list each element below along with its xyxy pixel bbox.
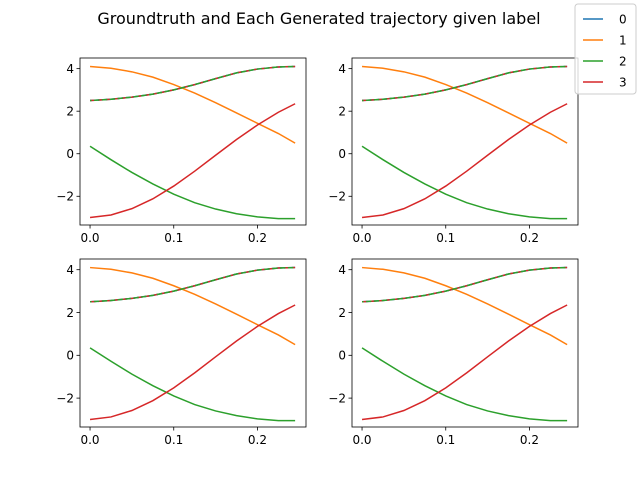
generated-line-0-1 [361, 266, 568, 303]
axes-frame [351, 57, 579, 226]
y-tick-label: −2 [56, 391, 74, 405]
x-tick-label: 0.0 [352, 433, 371, 447]
x-tick-label: 0.0 [80, 433, 99, 447]
x-tick-label: 0.2 [248, 433, 267, 447]
series-line-3 [361, 103, 568, 219]
series-line-2 [89, 145, 296, 220]
series-line-1 [361, 266, 568, 346]
y-tick-label: −2 [56, 190, 74, 204]
generated-line-0-2 [361, 266, 568, 303]
chart-title: Groundtruth and Each Generated trajector… [97, 9, 540, 28]
axes-frame [79, 258, 307, 428]
series-line-2 [361, 145, 568, 220]
generated-line-0-2 [89, 266, 296, 303]
y-tick-label: 0 [66, 349, 74, 363]
series-line-1 [361, 65, 568, 144]
generated-line-0-2 [89, 65, 296, 102]
axes-frame [79, 57, 307, 226]
y-tick-label: 0 [66, 147, 74, 161]
y-tick-label: 0 [338, 349, 346, 363]
y-tick-label: 2 [66, 104, 74, 118]
series-line-0 [361, 65, 568, 102]
subplot-4: 0.0 0.1 0.2 −2 0 2 4 [328, 258, 579, 447]
y-tick-label: 0 [338, 147, 346, 161]
y-tick-label: −2 [328, 391, 346, 405]
x-tick-label: 0.1 [164, 231, 183, 245]
series-line-1 [89, 266, 296, 346]
plot-area [361, 65, 568, 220]
axes-frame [351, 258, 579, 428]
x-tick-label: 0.1 [164, 433, 183, 447]
generated-line-0-2 [361, 65, 568, 102]
x-tick-label: 0.0 [80, 231, 99, 245]
y-tick-label: 2 [338, 104, 346, 118]
y-tick-label: 2 [66, 306, 74, 320]
series-line-3 [89, 103, 296, 219]
y-tick-label: 4 [66, 263, 74, 277]
series-line-1 [89, 65, 296, 144]
legend: 0 1 2 3 [574, 3, 637, 95]
x-tick-label: 0.1 [436, 231, 455, 245]
y-tick-label: 4 [338, 62, 346, 76]
series-line-0 [89, 65, 296, 102]
generated-line-0-1 [361, 65, 568, 102]
x-tick-label: 0.1 [436, 433, 455, 447]
x-tick-label: 0.2 [520, 433, 539, 447]
x-tick-label: 0.2 [520, 231, 539, 245]
generated-line-0-1 [89, 266, 296, 303]
legend-box [574, 3, 637, 95]
legend-label-0: 0 [619, 12, 627, 26]
series-line-0 [361, 266, 568, 303]
series-line-2 [361, 347, 568, 422]
plot-area [89, 65, 296, 220]
generated-line-0-1 [89, 65, 296, 102]
subplot-2: 0.0 0.1 0.2 −2 0 2 4 [328, 57, 579, 245]
legend-label-3: 3 [619, 75, 627, 89]
x-tick-label: 0.0 [352, 231, 371, 245]
y-tick-label: 4 [66, 62, 74, 76]
y-tick-label: −2 [328, 190, 346, 204]
series-line-2 [89, 347, 296, 422]
series-line-3 [89, 304, 296, 421]
subplot-3: 0.0 0.1 0.2 −2 0 2 4 [56, 258, 307, 447]
plot-area [89, 266, 296, 422]
x-tick-label: 0.2 [248, 231, 267, 245]
y-tick-label: 4 [338, 263, 346, 277]
series-line-0 [89, 266, 296, 303]
y-tick-label: 2 [338, 306, 346, 320]
plot-area [361, 266, 568, 422]
subplot-1: 0.0 0.1 0.2 −2 0 2 4 [56, 57, 307, 245]
legend-label-1: 1 [619, 33, 627, 47]
series-line-3 [361, 304, 568, 421]
legend-label-2: 2 [619, 54, 627, 68]
